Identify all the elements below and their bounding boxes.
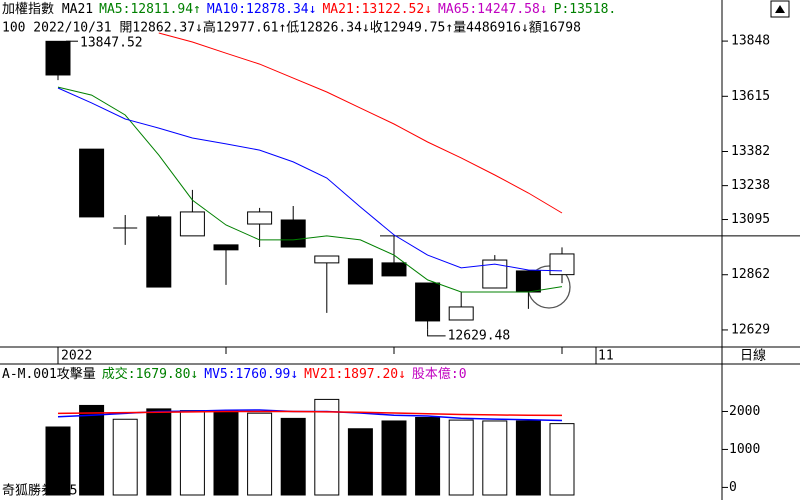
high-annotation: 13847.52 xyxy=(80,36,143,51)
panel-header-item: 成交:1679.80↓ xyxy=(102,366,198,382)
volume-bar xyxy=(280,417,306,496)
panel-header-item: MV21:1897.20↓ xyxy=(304,367,406,382)
volume-bar xyxy=(448,419,474,496)
volume-bar xyxy=(146,408,172,496)
volume-bar xyxy=(247,412,273,496)
candle-body xyxy=(146,216,172,288)
candle-body xyxy=(314,255,340,264)
ma-line xyxy=(57,87,563,272)
mv-line xyxy=(57,410,563,417)
y-tick-label: 13238 xyxy=(731,178,770,193)
candle-body xyxy=(280,219,306,248)
volume-bar xyxy=(381,420,407,496)
panel-header-item: MV5:1760.99↓ xyxy=(204,367,298,382)
header-line: 加權指數 MA21 MA5:12811.94↑ MA10:12878.34↓ MA21… xyxy=(2,2,616,17)
y-tick-label: 2000 xyxy=(729,404,760,419)
panel-header-item: 股本億:0 xyxy=(412,366,467,382)
volume-bar xyxy=(112,418,138,496)
candle-body xyxy=(448,306,474,321)
header-item: 加權指數 MA21 xyxy=(2,2,93,17)
period-label: 日線 xyxy=(740,348,766,364)
y-tick-label: 13848 xyxy=(731,34,770,49)
volume-bar xyxy=(549,423,575,496)
candle-body xyxy=(415,282,441,322)
header-item: P:13518. xyxy=(554,2,617,17)
x-tick-label: 11 xyxy=(598,349,614,364)
volume-bar xyxy=(45,426,71,496)
volume-bar xyxy=(347,428,373,496)
candle-body xyxy=(549,253,575,276)
candle-body xyxy=(45,40,71,76)
scroll-arrow xyxy=(775,5,785,13)
y-tick-label: 13095 xyxy=(731,212,770,227)
ma-line xyxy=(57,86,563,293)
candle-body xyxy=(79,148,105,218)
candle-body xyxy=(381,262,407,277)
header-item: MA10:12878.34↓ xyxy=(207,2,317,17)
volume-bar xyxy=(515,420,541,496)
annotation-leader xyxy=(427,329,446,337)
candle-body xyxy=(213,244,239,251)
ma-line xyxy=(158,32,563,214)
volume-bar xyxy=(314,398,340,496)
low-annotation: 12629.48 xyxy=(448,328,511,343)
x-tick-label: 2022 xyxy=(61,349,92,364)
candle-body xyxy=(515,270,541,293)
candle-body xyxy=(347,258,373,285)
candle-body xyxy=(482,259,508,289)
volume-bar xyxy=(179,410,205,496)
header-item: MA65:14247.58↓ xyxy=(438,2,548,17)
y-tick-label: 12862 xyxy=(731,267,770,282)
y-tick-label: 12629 xyxy=(731,322,770,337)
panel-header: A-M.001攻擊量 成交:1679.80↓ MV5:1760.99↓ MV21:18… xyxy=(2,366,467,382)
y-tick-label: 0 xyxy=(729,480,737,495)
y-tick-label: 13382 xyxy=(731,144,770,159)
candle-body xyxy=(179,211,205,237)
volume-bar xyxy=(213,410,239,496)
volume-bar xyxy=(79,404,105,496)
header-item: MA21:13122.52↓ xyxy=(322,2,432,17)
volume-bar xyxy=(415,417,441,496)
header-item: MA5:12811.94↑ xyxy=(99,2,201,17)
volume-bar xyxy=(482,420,508,496)
panel-header-item: A-M.001攻擊量 xyxy=(2,366,96,382)
candle-body xyxy=(247,211,273,225)
y-tick-label: 13615 xyxy=(731,89,770,104)
y-tick-label: 1000 xyxy=(729,442,760,457)
quote-line: 100 2022/10/31 開12862.37↓高12977.61↑低1282… xyxy=(2,20,581,36)
